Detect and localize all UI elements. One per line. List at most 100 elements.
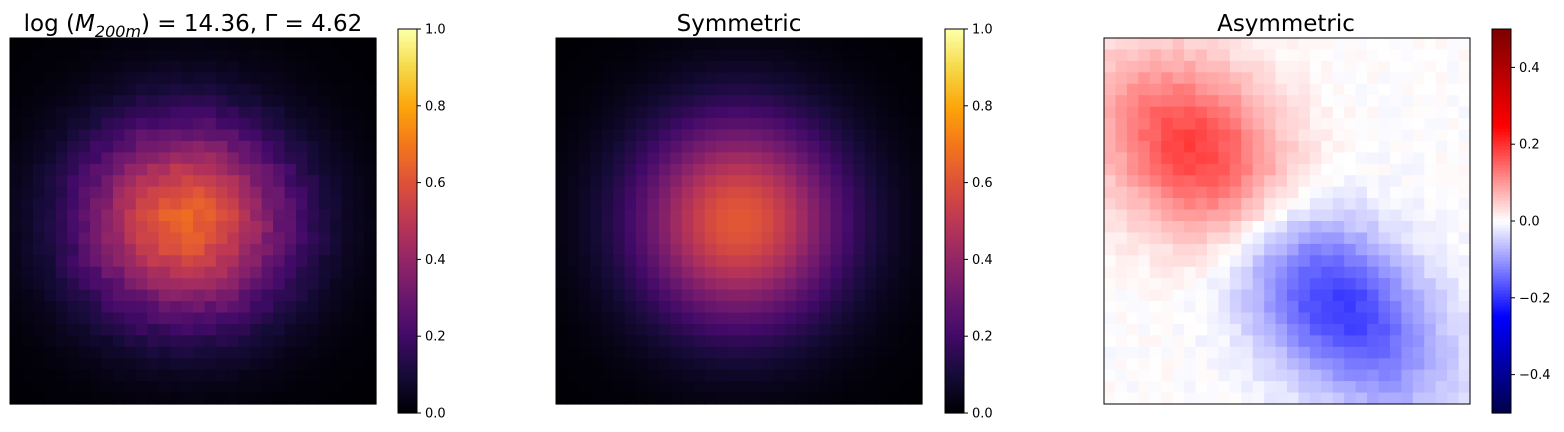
- colorbar-segment: [398, 260, 417, 264]
- heatmap-cell: [158, 129, 171, 142]
- heatmap-cell: [21, 72, 34, 85]
- heatmap-cell: [670, 255, 683, 268]
- heatmap-cell: [1447, 301, 1460, 314]
- panel-observed: log (M200m) = 14.36, Γ = 4.62 0.00.20.40…: [9, 11, 446, 422]
- heatmap-cell: [670, 369, 683, 382]
- heatmap-cell: [1447, 243, 1460, 256]
- heatmap-cell: [112, 289, 125, 302]
- colorbar-segment: [398, 80, 417, 84]
- heatmap-cell: [1104, 175, 1117, 188]
- heatmap-cell: [1138, 129, 1151, 142]
- heatmap-cell: [864, 312, 877, 325]
- colorbar-segment: [1492, 350, 1511, 354]
- heatmap-cell: [1447, 60, 1460, 73]
- heatmap-cell: [32, 49, 45, 62]
- heatmap-cell: [807, 38, 820, 51]
- heatmap-cell: [1149, 346, 1162, 359]
- heatmap-cell: [1252, 129, 1265, 142]
- heatmap-cell: [67, 209, 80, 222]
- colorbar-segment: [398, 371, 417, 375]
- heatmap-cell: [364, 358, 377, 371]
- heatmap-cell: [636, 129, 649, 142]
- heatmap-cell: [261, 186, 274, 199]
- heatmap-cell: [853, 129, 866, 142]
- heatmap-cell: [1149, 38, 1162, 51]
- heatmap-cell: [341, 335, 354, 348]
- colorbar-segment: [1492, 272, 1511, 276]
- heatmap-cell: [181, 140, 194, 153]
- heatmap-cell: [876, 38, 889, 51]
- colorbar-segment: [945, 215, 964, 219]
- heatmap-cell: [1252, 301, 1265, 314]
- heatmap-cell: [590, 232, 603, 245]
- heatmap-cell: [295, 152, 308, 165]
- heatmap-cell: [158, 60, 171, 73]
- heatmap-cell: [761, 346, 774, 359]
- heatmap-cell: [1252, 72, 1265, 85]
- heatmap-cell: [910, 38, 923, 51]
- heatmap-cell: [613, 95, 626, 108]
- heatmap-cell: [1229, 289, 1242, 302]
- heatmap-cell: [1332, 346, 1345, 359]
- heatmap-cell: [1355, 49, 1368, 62]
- heatmap-cell: [704, 60, 717, 73]
- heatmap-cell: [658, 118, 671, 131]
- heatmap-cell: [578, 289, 591, 302]
- heatmap-cell: [567, 266, 580, 279]
- heatmap-cell: [1126, 221, 1139, 234]
- heatmap-cell: [193, 335, 206, 348]
- heatmap-cell: [1435, 323, 1448, 336]
- heatmap-cell: [1321, 186, 1334, 199]
- heatmap-cell: [796, 301, 809, 314]
- heatmap-cell: [693, 209, 706, 222]
- heatmap-cell: [1229, 243, 1242, 256]
- heatmap-cell: [1218, 358, 1231, 371]
- heatmap-cell: [704, 232, 717, 245]
- heatmap-cell: [1309, 72, 1322, 85]
- heatmap-cell: [1252, 381, 1265, 394]
- heatmap-cell: [1195, 232, 1208, 245]
- heatmap-cell: [910, 392, 923, 405]
- heatmap-cell: [899, 335, 912, 348]
- heatmap-cell: [739, 312, 752, 325]
- heatmap-cell: [90, 369, 103, 382]
- heatmap-cell: [261, 232, 274, 245]
- heatmap-cell: [716, 381, 729, 394]
- heatmap-cell: [124, 289, 137, 302]
- heatmap-cell: [90, 198, 103, 211]
- heatmap-cell: [773, 358, 786, 371]
- heatmap-cell: [1161, 323, 1174, 336]
- heatmap-cell: [601, 289, 614, 302]
- heatmap-cell: [556, 83, 569, 96]
- heatmap-cell: [613, 335, 626, 348]
- heatmap-cell: [21, 255, 34, 268]
- heatmap-cell: [44, 163, 57, 176]
- colorbar-segment: [1492, 131, 1511, 135]
- colorbar-segment: [1492, 182, 1511, 186]
- heatmap-cell: [761, 243, 774, 256]
- heatmap-cell: [876, 186, 889, 199]
- heatmap-cell: [284, 301, 297, 314]
- heatmap-cell: [1458, 278, 1471, 291]
- heatmap-cell: [1344, 255, 1357, 268]
- colorbar-segment: [1492, 395, 1511, 399]
- heatmap-cell: [1344, 346, 1357, 359]
- heatmap-cell: [819, 289, 832, 302]
- heatmap-cell: [819, 221, 832, 234]
- heatmap-cell: [238, 323, 251, 336]
- heatmap-cell: [1298, 392, 1311, 405]
- heatmap-cell: [899, 358, 912, 371]
- heatmap-cell: [773, 266, 786, 279]
- heatmap-cell: [67, 118, 80, 131]
- heatmap-cell: [693, 186, 706, 199]
- heatmap-cell: [1206, 312, 1219, 325]
- heatmap-cell: [261, 60, 274, 73]
- heatmap-cell: [1424, 198, 1437, 211]
- heatmap-cell: [704, 369, 717, 382]
- heatmap-cell: [784, 198, 797, 211]
- heatmap-cell: [876, 129, 889, 142]
- heatmap-cell: [853, 266, 866, 279]
- heatmap-cell: [761, 255, 774, 268]
- heatmap-cell: [135, 38, 148, 51]
- heatmap-cell: [1287, 289, 1300, 302]
